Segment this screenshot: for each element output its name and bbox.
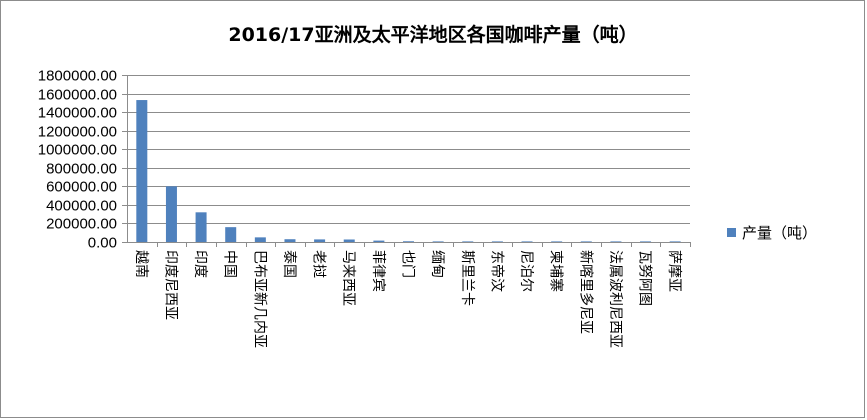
- y-tick-label: 1600000.00: [38, 87, 117, 104]
- category-label: 中国: [222, 250, 238, 278]
- category-label: 巴布亚新几内亚: [251, 250, 267, 348]
- bar: [403, 241, 414, 242]
- y-tick-label: 800000.00: [46, 161, 117, 178]
- y-tick-label: 1400000.00: [38, 105, 117, 122]
- bar: [165, 186, 177, 242]
- y-tick-label: 400000.00: [46, 198, 117, 215]
- bar: [254, 237, 266, 242]
- bar: [343, 239, 355, 242]
- category-label: 马来西亚: [340, 250, 356, 306]
- y-tick-label: 1800000.00: [38, 68, 117, 85]
- y-tick-label: 1000000.00: [38, 142, 117, 159]
- bar: [640, 241, 652, 242]
- category-label: 斯里兰卡: [459, 250, 475, 306]
- legend-swatch: [727, 228, 736, 237]
- category-label: 柬埔寨: [548, 250, 565, 292]
- category-label: 萨摩亚: [666, 250, 683, 292]
- bar: [551, 241, 563, 242]
- bar: [580, 241, 592, 242]
- bar: [462, 241, 474, 242]
- chart-title: 2016/17亚洲及太平洋地区各国咖啡产量（吨）: [228, 23, 637, 46]
- x-axis: 越南 印度尼西亚 印度 中国 巴布亚新几内亚 泰国 老挝 马来西亚 菲律宾 也门 缅甸 斯里兰卡 东帝汶…: [127, 242, 691, 348]
- category-label: 印度: [192, 250, 208, 278]
- y-tick-label: 200000.00: [46, 216, 117, 233]
- bar: [432, 241, 444, 242]
- bar: [669, 241, 681, 242]
- category-label: 也门: [400, 250, 416, 278]
- category-label: 越南: [133, 250, 149, 278]
- category-label: 新喀里多尼亚: [577, 250, 594, 334]
- bar: [491, 241, 503, 242]
- y-tick-label: 0.00: [88, 235, 117, 252]
- category-label: 印度尼西亚: [162, 250, 178, 320]
- bar: [610, 241, 622, 242]
- y-tick-label: 600000.00: [46, 179, 117, 196]
- bar: [195, 212, 207, 242]
- category-label: 老挝: [311, 250, 327, 278]
- y-tick-label: 1200000.00: [38, 124, 117, 141]
- bar: [136, 100, 148, 242]
- bar: [521, 241, 533, 242]
- bar: [314, 239, 326, 242]
- category-label: 缅甸: [429, 250, 445, 278]
- category-label: 尼泊尔: [518, 250, 534, 292]
- category-label: 东帝汶: [488, 250, 505, 292]
- bar: [284, 239, 296, 242]
- category-label: 瓦努阿图: [637, 250, 653, 306]
- grid-lines: [127, 75, 690, 224]
- bars: [136, 100, 681, 242]
- category-label: 泰国: [281, 250, 297, 278]
- legend-label: 产量（吨）: [742, 224, 817, 242]
- bar: [373, 240, 385, 242]
- bar: [225, 227, 237, 242]
- category-label: 法属波利尼西亚: [607, 250, 623, 348]
- category-label: 菲律宾: [370, 250, 386, 292]
- legend: 产量（吨）: [727, 224, 817, 242]
